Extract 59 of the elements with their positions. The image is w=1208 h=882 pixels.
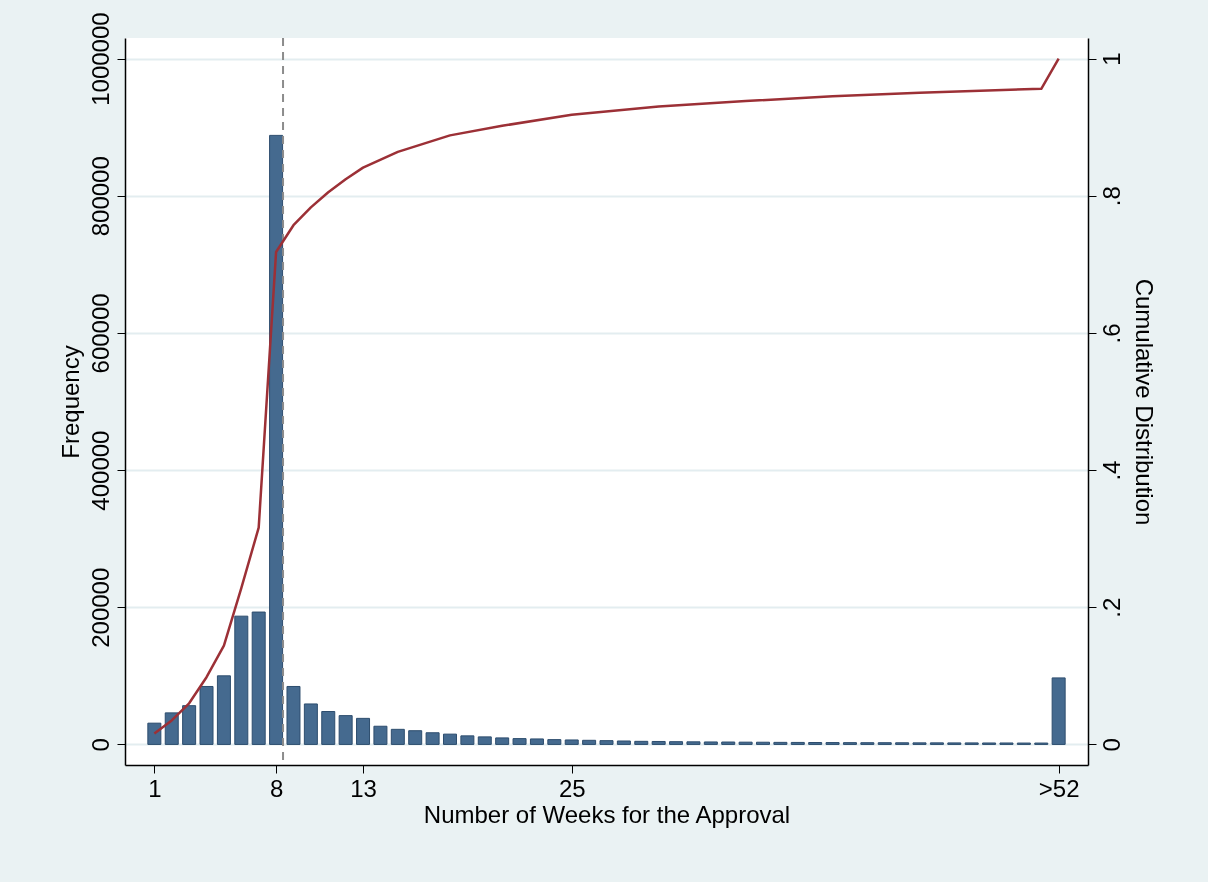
x-tick-label: 25 [558,774,586,802]
line-series [153,57,1060,735]
bar [321,711,336,745]
bar [373,725,388,745]
y2-tick-label: 1 [1097,52,1125,66]
bar [390,728,405,745]
x-tick-label: 8 [269,774,284,802]
bar [182,705,197,745]
y2-tick-label: .4 [1097,460,1125,481]
bar [582,739,597,745]
bar [756,741,771,745]
y2-tick-label: 0 [1097,738,1125,752]
bar [356,717,371,745]
y2-tick-label: .8 [1097,186,1125,207]
bar [599,740,614,745]
bar [442,733,457,745]
y-tick-label: 0 [86,738,114,752]
y-axis-title: Frequency [56,345,84,459]
bar [286,685,301,745]
bar [199,685,214,745]
bar [669,741,684,745]
x-tick-label: 1 [148,774,162,802]
bar [164,712,179,745]
bar [1051,677,1066,745]
bar [269,134,284,745]
bar [529,738,544,745]
y2-tick-label: .2 [1097,597,1125,618]
y-tick-label: 800000 [86,156,114,237]
bar [616,740,631,745]
y2-tick-label: .6 [1097,323,1125,344]
bar [408,730,423,745]
y-tick-label: 600000 [86,293,114,374]
y-tick-label: 1000000 [86,12,114,106]
bar [721,741,736,745]
bar [773,741,788,745]
bar [338,715,353,745]
x-tick-label: 13 [350,774,377,802]
bar [738,741,753,745]
bar [564,739,579,745]
bar [703,741,718,745]
bar [147,722,162,745]
bar [512,738,527,745]
y2-axis-title: Cumulative Distribution [1130,278,1158,526]
bar [303,703,318,745]
y-tick-label: 200000 [86,567,114,648]
bar [547,739,562,745]
bar [634,740,649,745]
bar [495,737,510,745]
y-tick-label: 400000 [86,430,114,511]
bar [651,740,666,745]
bar [425,732,440,745]
bar [216,675,231,745]
x-axis-title: Number of Weeks for the Approval [423,800,791,828]
bar [251,611,266,745]
bar [234,615,249,745]
bar [477,736,492,745]
bar [460,735,475,745]
x-tick-label: >52 [1038,774,1080,802]
bar [686,741,701,745]
